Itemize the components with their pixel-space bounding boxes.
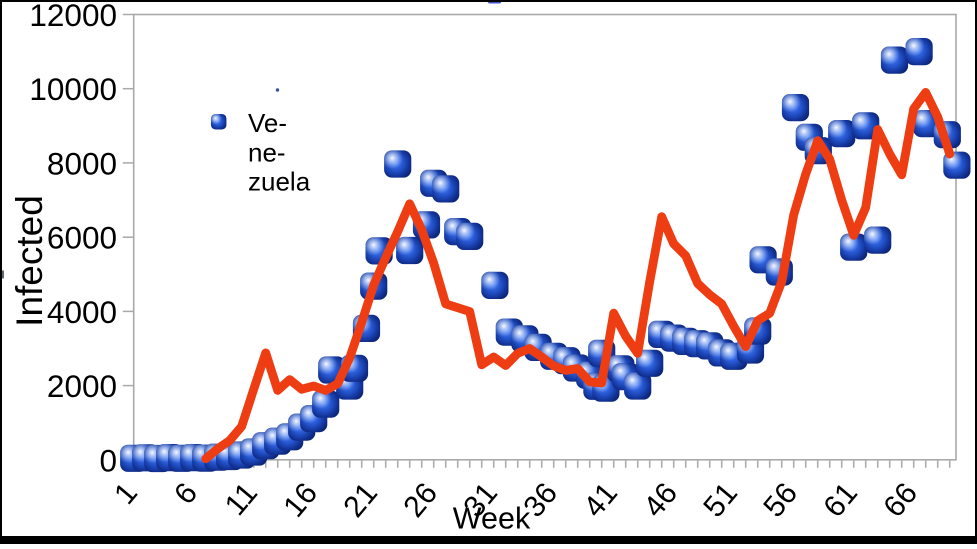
svg-text:2000: 2000 — [47, 368, 117, 404]
svg-text:zuela: zuela — [248, 167, 311, 197]
svg-text:Ve-: Ve- — [248, 108, 287, 138]
svg-text:10000: 10000 — [29, 71, 117, 107]
svg-text:Week: Week — [453, 502, 531, 536]
svg-text:12000: 12000 — [29, 0, 117, 33]
svg-text:6000: 6000 — [47, 220, 117, 256]
svg-text:Infected: Infected — [9, 195, 50, 327]
svg-text:4000: 4000 — [47, 294, 117, 330]
svg-text:ne-: ne- — [248, 138, 286, 168]
svg-text:0: 0 — [99, 442, 117, 478]
svg-text:8000: 8000 — [47, 145, 117, 181]
